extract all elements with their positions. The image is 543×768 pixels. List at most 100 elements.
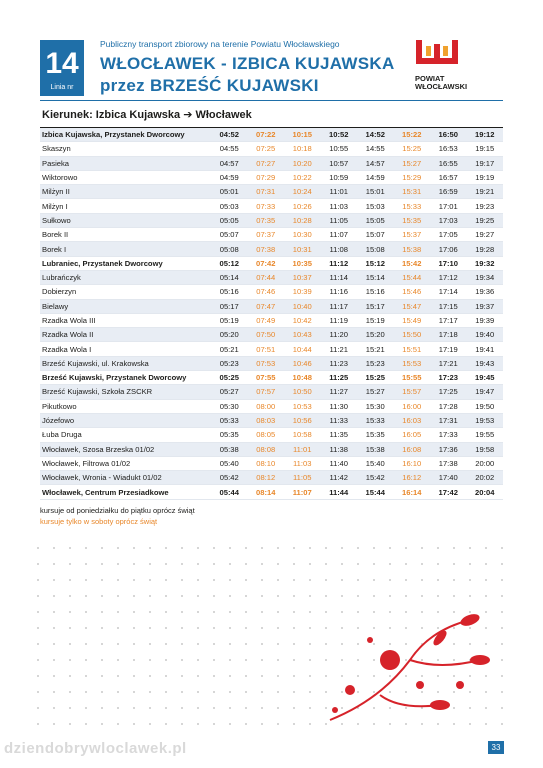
stop-name: Wiktorowo	[40, 170, 211, 186]
departure-time: 10:52	[320, 127, 357, 143]
departure-time: 05:19	[211, 313, 248, 329]
departure-time: 20:02	[466, 470, 503, 486]
departure-time: 10:53	[284, 399, 321, 414]
departure-time: 14:59	[357, 170, 394, 186]
stop-name: Włocławek, Filtrowa 01/02	[40, 456, 211, 472]
departure-time: 10:24	[284, 184, 321, 200]
departure-time: 11:33	[320, 413, 357, 429]
line-number: 14	[45, 47, 79, 80]
departure-time: 10:28	[284, 213, 321, 229]
timetable-row: Rzadka Wola I 05:21 07:51 10:44 11:21 15:21 15…	[40, 341, 503, 357]
timetable-row: Łuba Druga 05:35 08:05 10:58 11:35 15:35 16:05…	[40, 427, 503, 443]
stop-name: Józefowo	[40, 413, 211, 429]
departure-time: 10:50	[284, 384, 321, 400]
departure-time: 15:07	[357, 227, 394, 243]
stop-name: Włocławek, Szosa Brzeska 01/02	[40, 442, 211, 457]
departure-time: 16:57	[430, 170, 467, 186]
timetable-row: Milżyn I 05:03 07:33 10:26 11:03 15:03 15:33 17…	[40, 198, 503, 214]
timetable-row: Milżyn II 05:01 07:31 10:24 11:01 15:01 15:31 1…	[40, 184, 503, 200]
departure-time: 05:30	[211, 399, 248, 414]
departure-time: 05:20	[211, 327, 248, 343]
timetable-row: Skaszyn 04:55 07:25 10:18 10:55 14:55 15:25 16:…	[40, 141, 503, 157]
departure-time: 19:43	[466, 356, 503, 372]
stop-name: Lubraniec, Przystanek Dworcowy	[40, 256, 211, 271]
departure-time: 17:42	[430, 484, 467, 500]
departure-time: 11:08	[320, 241, 357, 257]
departure-time: 07:38	[247, 241, 284, 257]
departure-time: 15:19	[357, 313, 394, 329]
departure-time: 10:15	[284, 127, 321, 143]
departure-time: 15:30	[357, 399, 394, 414]
departure-time: 07:49	[247, 313, 284, 329]
departure-time: 16:00	[393, 399, 430, 414]
departure-time: 17:06	[430, 241, 467, 257]
departure-time: 10:58	[284, 427, 321, 443]
timetable-row: Brześć Kujawski, ul. Krakowska 05:23 07:53…	[40, 356, 503, 372]
departure-time: 07:22	[247, 127, 284, 143]
departure-time: 19:12	[466, 127, 503, 143]
departure-time: 19:34	[466, 270, 503, 286]
departure-time: 08:08	[247, 442, 284, 457]
line-badge: 14 Linia nr	[40, 40, 84, 96]
departure-time: 17:15	[430, 299, 467, 314]
departure-time: 17:23	[430, 370, 467, 386]
departure-time: 07:42	[247, 256, 284, 271]
departure-time: 05:25	[211, 370, 248, 386]
departure-time: 17:25	[430, 384, 467, 400]
departure-time: 14:52	[357, 127, 394, 143]
departure-time: 10:59	[320, 170, 357, 186]
departure-time: 07:57	[247, 384, 284, 400]
stop-name: Rzadka Wola II	[40, 327, 211, 343]
departure-time: 16:08	[393, 442, 430, 457]
timetable-row: Pikutkowo 05:30 08:00 10:53 11:30 15:30 16:00 1…	[40, 399, 503, 414]
departure-time: 07:51	[247, 341, 284, 357]
departure-time: 11:05	[284, 470, 321, 486]
departure-time: 17:17	[430, 313, 467, 329]
legend-item: kursuje od poniedziałku do piątku oprócz…	[40, 506, 195, 515]
legend-item: kursuje tylko w soboty oprócz świąt	[40, 517, 158, 526]
departure-time: 05:27	[211, 384, 248, 400]
departure-time: 16:53	[430, 141, 467, 157]
departure-time: 17:33	[430, 427, 467, 443]
timetable-row: Włocławek, Wronia - Wiadukt 01/02 05:42 08…	[40, 470, 503, 486]
stop-name: Łuba Druga	[40, 427, 211, 443]
departure-time: 15:25	[393, 141, 430, 157]
watermark: dziendobrywloclawek.pl	[4, 740, 187, 757]
departure-time: 16:05	[393, 427, 430, 443]
departure-time: 07:50	[247, 327, 284, 343]
departure-time: 11:05	[320, 213, 357, 229]
departure-time: 15:57	[393, 384, 430, 400]
timetable-row: Włocławek, Filtrowa 01/02 05:40 08:10 11:03…	[40, 456, 503, 472]
departure-time: 07:35	[247, 213, 284, 229]
departure-time: 05:38	[211, 442, 248, 457]
direction: Kierunek: Izbica Kujawska ➔ Włocławek	[42, 109, 252, 121]
timetable-row: Rzadka Wola II 05:20 07:50 10:43 11:20 15:20 1…	[40, 327, 503, 343]
departure-time: 11:40	[320, 456, 357, 472]
timetable-row: Pasieka 04:57 07:27 10:20 10:57 14:57 15:27 16:…	[40, 156, 503, 171]
departure-time: 15:50	[393, 327, 430, 343]
departure-time: 10:22	[284, 170, 321, 186]
departure-time: 08:05	[247, 427, 284, 443]
departure-time: 15:12	[357, 256, 394, 271]
timetable-row: Brześć Kujawski, Szkoła ZSCKR 05:27 07:57 1…	[40, 384, 503, 400]
departure-time: 10:56	[284, 413, 321, 429]
departure-time: 11:44	[320, 484, 357, 500]
departure-time: 11:21	[320, 341, 357, 357]
departure-time: 05:42	[211, 470, 248, 486]
stop-name: Brześć Kujawski, ul. Krakowska	[40, 356, 211, 372]
departure-time: 19:53	[466, 413, 503, 429]
departure-time: 10:40	[284, 299, 321, 314]
departure-time: 15:23	[357, 356, 394, 372]
departure-time: 10:39	[284, 284, 321, 300]
stop-name: Rzadka Wola III	[40, 313, 211, 329]
timetable-row: Rzadka Wola III 05:19 07:49 10:42 11:19 15:19…	[40, 313, 503, 329]
subtitle: Publiczny transport zbiorowy na terenie …	[100, 39, 340, 49]
departure-time: 15:31	[393, 184, 430, 200]
departure-time: 19:27	[466, 227, 503, 243]
departure-time: 10:35	[284, 256, 321, 271]
departure-time: 15:37	[393, 227, 430, 243]
departure-time: 17:21	[430, 356, 467, 372]
departure-time: 19:15	[466, 141, 503, 157]
departure-time: 15:38	[357, 442, 394, 457]
departure-time: 15:35	[393, 213, 430, 229]
